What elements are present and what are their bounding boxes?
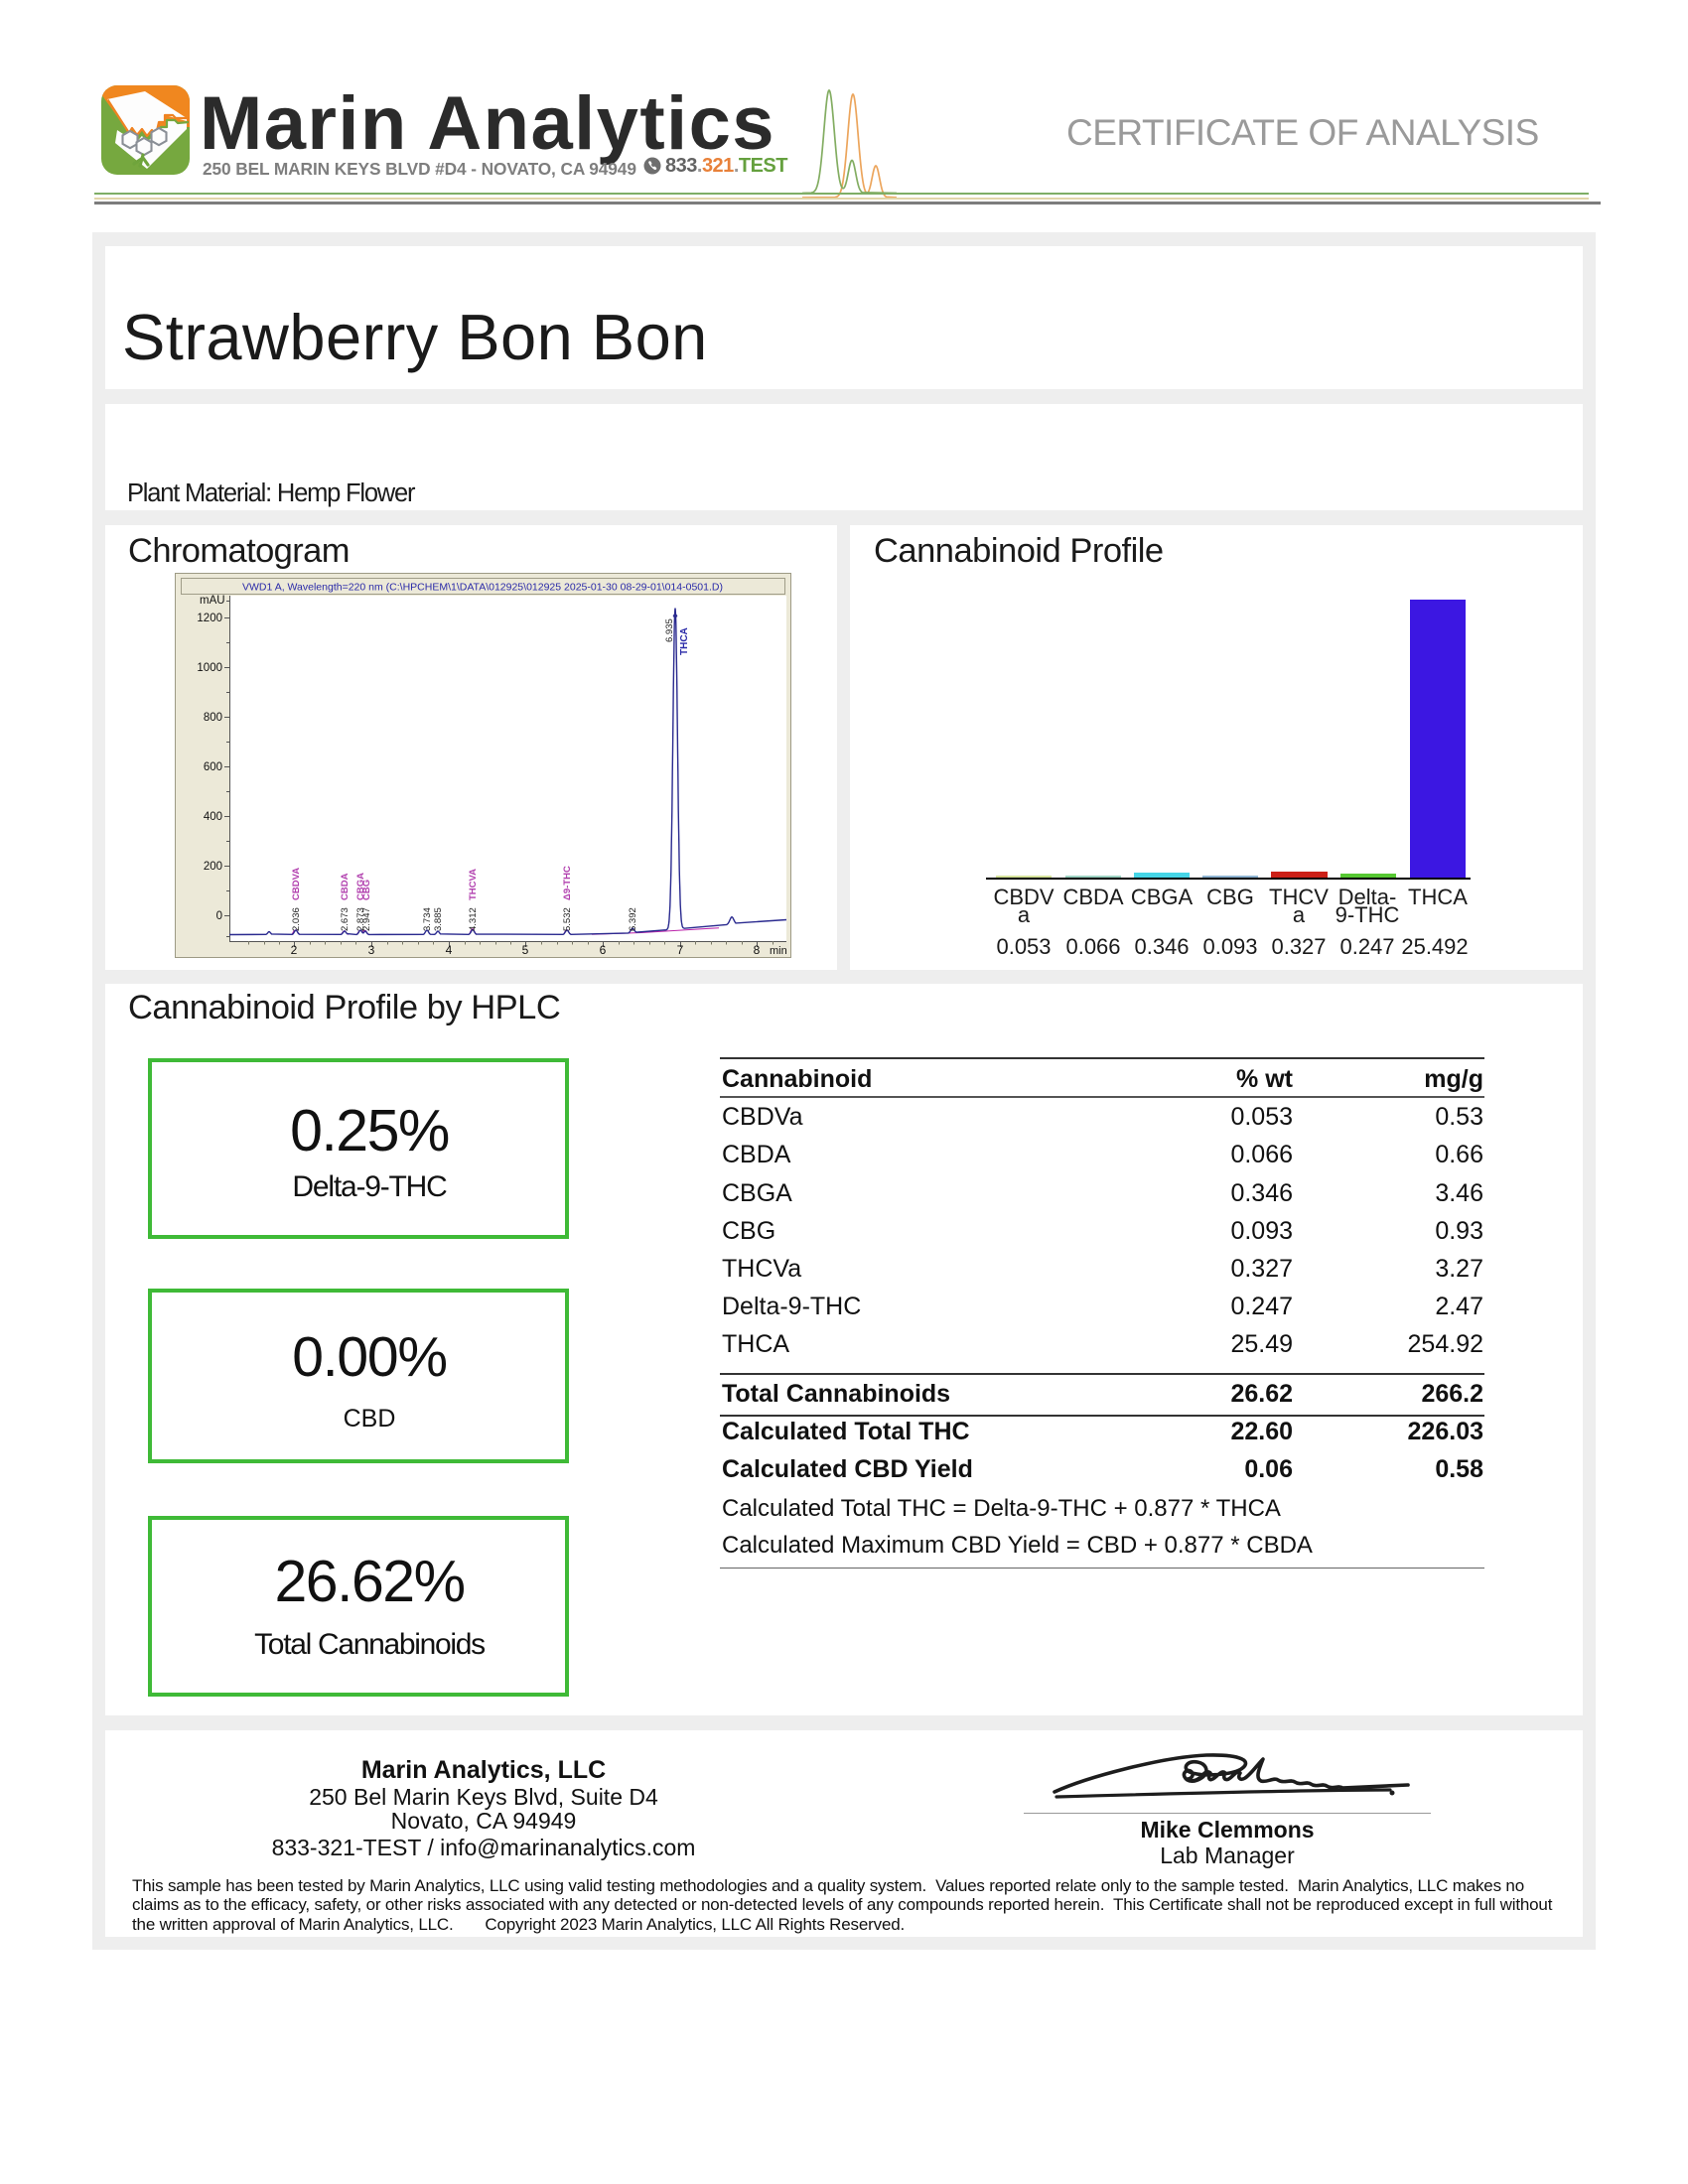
svg-text:0.066: 0.066 [1065,934,1120,959]
svg-text:CBDA: CBDA [1062,885,1123,909]
svg-text:4.312: 4.312 [468,907,479,931]
svg-text:THCA: THCA [679,627,690,655]
svg-text:6: 6 [600,943,607,957]
svg-text:a: a [1293,902,1306,927]
svg-text:CBG: CBG [1206,885,1254,909]
svg-text:2.873: 2.873 [355,907,366,931]
svg-text:0.247: 0.247 [1339,934,1394,959]
svg-text:400: 400 [204,811,222,823]
svg-text:3: 3 [368,943,375,957]
svg-text:8: 8 [754,943,761,957]
svg-text:CBDVA: CBDVA [291,868,302,900]
svg-text:0.053: 0.053 [996,934,1051,959]
svg-text:2.673: 2.673 [340,907,351,931]
svg-text:0: 0 [216,910,222,922]
svg-text:1200: 1200 [197,613,222,624]
svg-text:7: 7 [677,943,684,957]
svg-text:CBG: CBG [361,880,372,900]
svg-text:800: 800 [204,712,222,724]
svg-text:600: 600 [204,761,222,773]
svg-text:3.734: 3.734 [422,907,433,931]
svg-text:CBDA: CBDA [340,873,351,900]
svg-text:6.935: 6.935 [664,618,675,642]
svg-text:CBDV: CBDV [993,885,1054,909]
svg-text:THCA: THCA [1408,885,1468,909]
svg-text:Delta-: Delta- [1338,885,1397,909]
svg-text:5.532: 5.532 [562,907,573,931]
svg-text:9-THC: 9-THC [1336,902,1400,927]
svg-text:VWD1 A, Wavelength=220 nm (C:\: VWD1 A, Wavelength=220 nm (C:\HPCHEM\1\D… [242,582,723,594]
svg-text:2.036: 2.036 [291,907,302,931]
svg-text:THCV: THCV [1269,885,1329,909]
svg-text:CBGA: CBGA [1131,885,1194,909]
svg-text:25.492: 25.492 [1401,934,1468,959]
svg-text:2.947: 2.947 [361,907,372,931]
svg-text:0.346: 0.346 [1134,934,1189,959]
svg-text:Δ9-THC: Δ9-THC [562,866,573,900]
svg-text:0.093: 0.093 [1202,934,1257,959]
svg-text:THCVA: THCVA [468,869,479,900]
svg-text:a: a [1018,902,1031,927]
svg-text:6.392: 6.392 [628,907,638,931]
svg-text:CBGA: CBGA [355,873,366,900]
svg-text:3.885: 3.885 [433,907,444,931]
svg-text:1000: 1000 [197,662,222,674]
svg-text:4: 4 [446,943,453,957]
svg-text:0.327: 0.327 [1271,934,1326,959]
svg-text:200: 200 [204,861,222,873]
svg-text:2: 2 [291,943,298,957]
svg-text:mAU: mAU [200,595,225,607]
svg-text:5: 5 [522,943,529,957]
svg-text:min: min [770,945,787,957]
